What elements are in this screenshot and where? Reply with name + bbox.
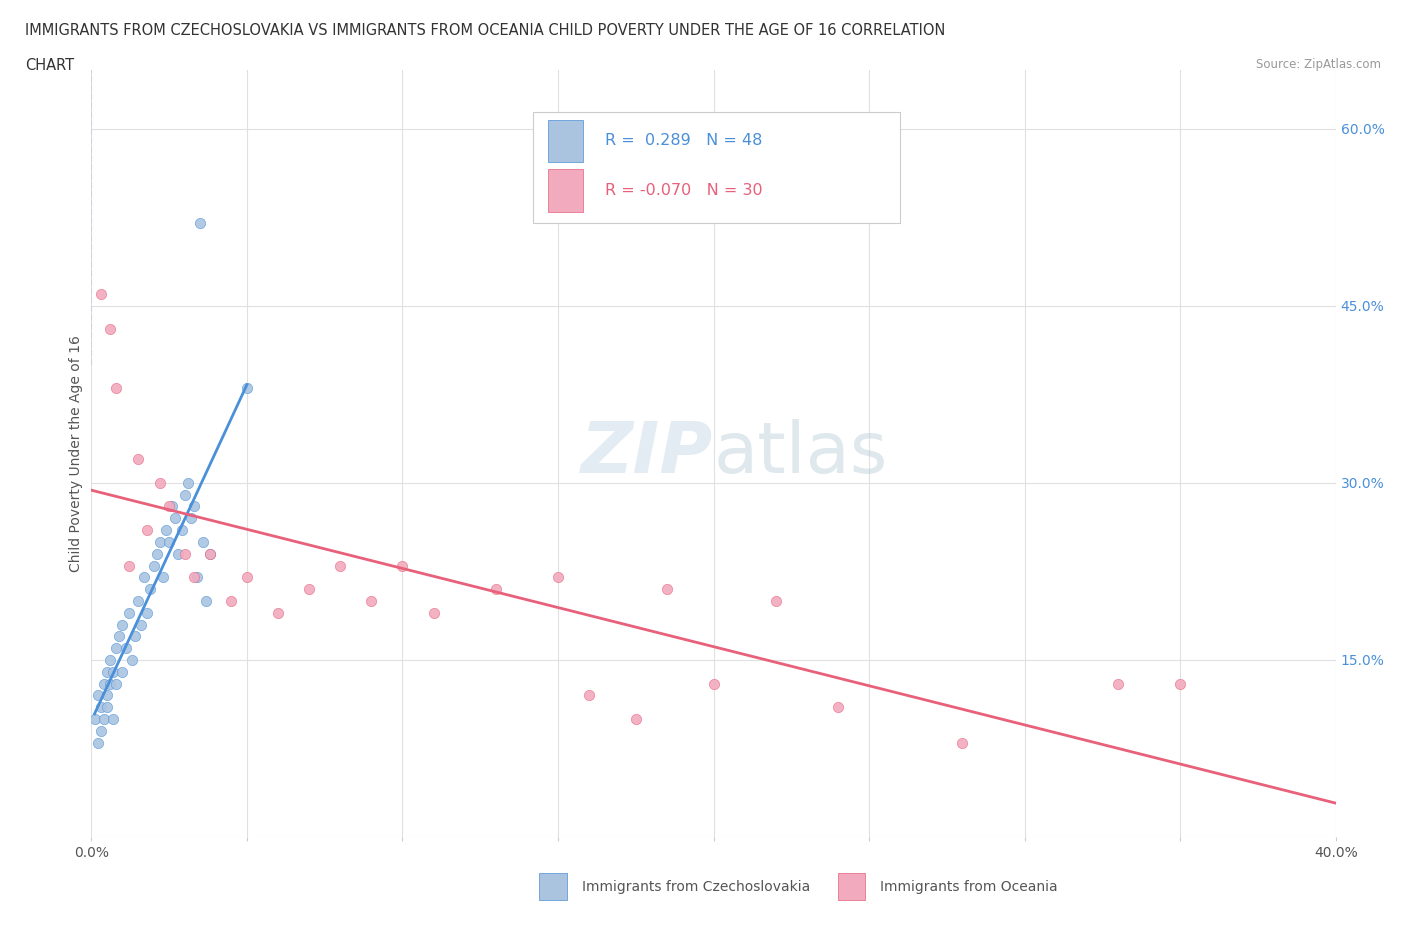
Point	[170, 523, 193, 538]
Y-axis label: Child Poverty Under the Age of 16: Child Poverty Under the Age of 16	[69, 335, 83, 572]
Point	[236, 381, 259, 396]
Text: Source: ZipAtlas.com: Source: ZipAtlas.com	[1256, 58, 1381, 71]
Point	[183, 570, 205, 585]
Point	[173, 546, 195, 561]
Point	[765, 593, 787, 608]
Point	[105, 641, 128, 656]
Point	[139, 581, 162, 596]
Text: Immigrants from Oceania: Immigrants from Oceania	[880, 880, 1057, 894]
Point	[114, 641, 136, 656]
Point	[188, 216, 211, 231]
Point	[142, 558, 165, 573]
Point	[155, 523, 177, 538]
Point	[105, 381, 128, 396]
Text: ZIP: ZIP	[581, 418, 713, 488]
Point	[157, 535, 180, 550]
Point	[165, 511, 187, 525]
Point	[96, 664, 118, 679]
Point	[124, 629, 146, 644]
Point	[624, 711, 647, 726]
Point	[267, 605, 290, 620]
Point	[547, 570, 569, 585]
Point	[578, 688, 600, 703]
Point	[167, 546, 190, 561]
Point	[86, 735, 108, 750]
Point	[98, 676, 121, 691]
Point	[149, 475, 172, 490]
Point	[108, 629, 131, 644]
Point	[96, 688, 118, 703]
Point	[1168, 676, 1191, 691]
Point	[195, 593, 218, 608]
Point	[129, 618, 152, 632]
Point	[198, 546, 221, 561]
Point	[96, 699, 118, 714]
Point	[83, 711, 105, 726]
Point	[101, 711, 124, 726]
Point	[702, 676, 725, 691]
Point	[136, 523, 159, 538]
Point	[198, 546, 221, 561]
FancyBboxPatch shape	[548, 169, 583, 212]
Point	[101, 664, 124, 679]
Point	[145, 546, 167, 561]
Point	[90, 699, 112, 714]
Point	[173, 487, 195, 502]
Point	[105, 676, 128, 691]
Point	[180, 511, 202, 525]
Point	[1107, 676, 1129, 691]
Point	[127, 593, 149, 608]
FancyBboxPatch shape	[540, 873, 567, 900]
Point	[360, 593, 382, 608]
Text: atlas: atlas	[713, 418, 889, 488]
Point	[950, 735, 973, 750]
Point	[118, 605, 141, 620]
Point	[193, 535, 215, 550]
Point	[118, 558, 141, 573]
Text: R = -0.070   N = 30: R = -0.070 N = 30	[606, 183, 763, 198]
Point	[221, 593, 243, 608]
Point	[98, 653, 121, 668]
FancyBboxPatch shape	[533, 112, 900, 223]
Point	[86, 688, 108, 703]
Point	[236, 570, 259, 585]
Point	[485, 581, 508, 596]
Point	[93, 676, 115, 691]
Point	[827, 699, 849, 714]
Point	[162, 499, 184, 514]
Point	[111, 664, 134, 679]
Point	[121, 653, 143, 668]
Point	[134, 570, 156, 585]
Point	[329, 558, 352, 573]
Text: Immigrants from Czechoslovakia: Immigrants from Czechoslovakia	[582, 880, 810, 894]
Point	[149, 535, 172, 550]
Point	[90, 724, 112, 738]
Point	[183, 499, 205, 514]
FancyBboxPatch shape	[838, 873, 865, 900]
Point	[90, 286, 112, 301]
Point	[298, 581, 321, 596]
Point	[391, 558, 413, 573]
Point	[186, 570, 208, 585]
Point	[127, 452, 149, 467]
Point	[111, 618, 134, 632]
Point	[422, 605, 444, 620]
FancyBboxPatch shape	[548, 120, 583, 162]
Point	[655, 581, 678, 596]
Text: IMMIGRANTS FROM CZECHOSLOVAKIA VS IMMIGRANTS FROM OCEANIA CHILD POVERTY UNDER TH: IMMIGRANTS FROM CZECHOSLOVAKIA VS IMMIGR…	[25, 23, 946, 38]
Text: R =  0.289   N = 48: R = 0.289 N = 48	[606, 133, 762, 148]
Point	[136, 605, 159, 620]
Point	[177, 475, 200, 490]
Text: CHART: CHART	[25, 58, 75, 73]
Point	[157, 499, 180, 514]
Point	[98, 322, 121, 337]
Point	[152, 570, 174, 585]
Point	[93, 711, 115, 726]
